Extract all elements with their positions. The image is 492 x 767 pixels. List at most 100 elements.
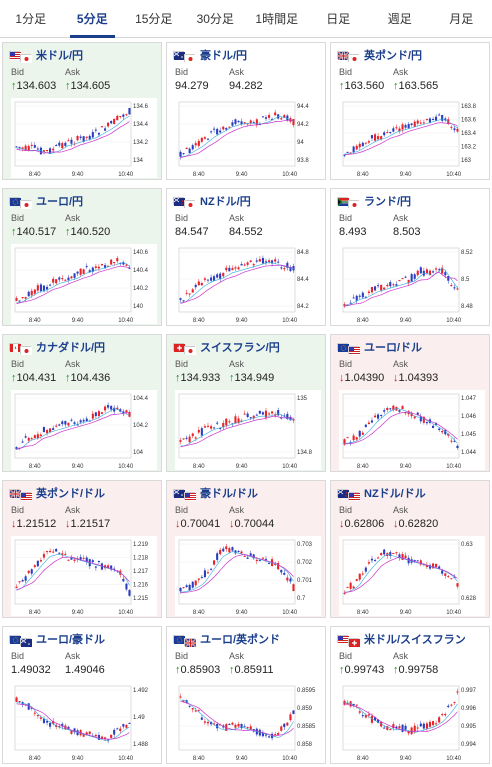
candle [441,714,443,715]
candle [107,405,109,408]
candle [125,265,127,266]
y-tick: 163.2 [461,145,477,151]
x-tick: 9:40 [72,756,84,762]
candle [292,584,294,591]
candle [362,715,364,716]
tab-1[interactable]: 5分足 [62,0,124,37]
candle [61,553,63,554]
candle [204,426,206,427]
pair-link[interactable]: ランド/円 [364,193,411,209]
candle [411,728,413,735]
tab-6[interactable]: 週足 [369,0,431,37]
pair-link[interactable]: スイスフラン/円 [200,339,280,355]
candle [98,561,100,562]
candle [74,273,76,278]
candle [49,428,51,432]
pair-link[interactable]: 英ポンド/ドル [36,485,105,501]
x-tick: 10:40 [446,610,462,616]
candle [426,269,428,273]
candle [67,278,69,281]
candle [405,556,407,559]
pair-link[interactable]: 豪ドル/ドル [200,485,258,501]
tab-2[interactable]: 15分足 [123,0,185,37]
pair-link[interactable]: NZドル/円 [200,193,251,209]
tab-3[interactable]: 30分足 [185,0,247,37]
candle [119,729,121,731]
y-tick: 1.216 [133,583,149,589]
y-tick: 1.49 [133,715,145,721]
candle [441,431,443,432]
tab-0[interactable]: 1分足 [0,0,62,37]
candle [222,127,224,130]
candle [359,431,361,437]
candle [368,714,370,715]
candle [362,293,364,298]
candle [377,136,379,139]
candle [34,435,36,438]
pair-link[interactable]: 英ポンド/円 [364,47,422,63]
candle [28,438,30,441]
candle [52,149,54,151]
pair-link[interactable]: ユーロ/豪ドル [36,631,105,647]
candle [55,426,57,427]
candle [356,705,358,706]
pair-link[interactable]: ユーロ/英ポンド [200,631,280,647]
y-tick: 140.4 [133,268,149,274]
candle [83,420,85,422]
tab-4[interactable]: 1時間足 [246,0,308,37]
candle [277,563,279,569]
tab-5[interactable]: 日足 [308,0,370,37]
candle [43,719,45,723]
candle [201,577,203,578]
candle [46,287,48,289]
pair-link[interactable]: ユーロ/円 [36,193,83,209]
bid-label: Bid [11,213,24,223]
candle [356,579,358,581]
y-tick: 140 [133,304,144,310]
candle [180,697,182,698]
pair-link[interactable]: 米ドル/スイスフラン [364,631,466,647]
candle [414,274,416,279]
tab-7[interactable]: 月足 [431,0,492,37]
pair-link[interactable]: ユーロ/ドル [364,339,422,355]
pair-link[interactable]: 豪ドル/円 [200,47,247,63]
candle [380,415,382,416]
pair-link[interactable]: NZドル/ドル [364,485,426,501]
pair-link[interactable]: 米ドル/円 [36,47,83,63]
pair-link[interactable]: カナダドル/円 [36,339,105,355]
candle [395,552,397,553]
y-tick: 163.8 [461,104,477,110]
x-tick: 9:40 [72,172,84,178]
candle [265,735,267,736]
